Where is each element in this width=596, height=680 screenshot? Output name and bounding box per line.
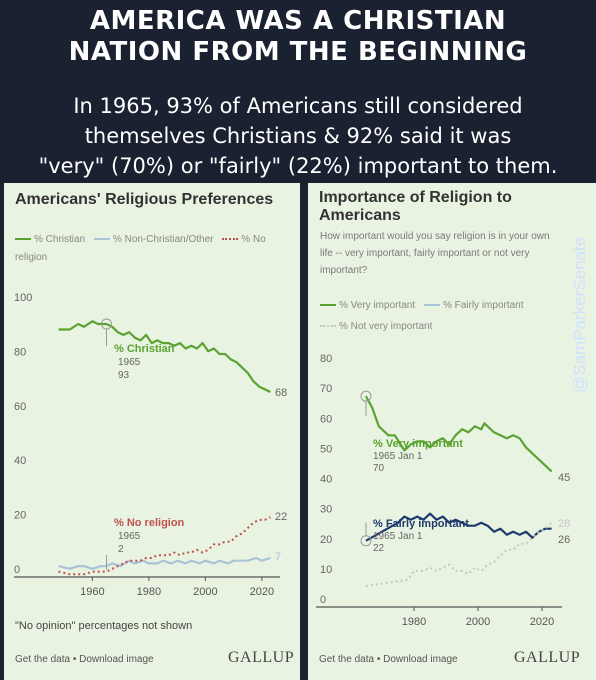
y-tick-label: 40 bbox=[14, 455, 26, 467]
legend-label: % Non-Christian/Other bbox=[112, 234, 214, 245]
y-tick-label: 0 bbox=[14, 564, 20, 576]
annotation-christian-value: 93 bbox=[118, 370, 130, 381]
y-tick-label: 60 bbox=[14, 401, 26, 413]
x-tick-label: 2020 bbox=[530, 616, 554, 628]
end-label-fairly: 26 bbox=[558, 534, 570, 546]
chart-legend: % Christian % Non-Christian/Other % No r… bbox=[15, 231, 299, 267]
x-tick-label: 1980 bbox=[137, 586, 161, 598]
x-tick-label: 1980 bbox=[402, 616, 426, 628]
series-line bbox=[365, 395, 553, 473]
y-tick-label: 80 bbox=[14, 346, 26, 358]
end-label-christian: 68 bbox=[275, 387, 287, 399]
survey-question-line-3: important? bbox=[320, 265, 368, 276]
subheadline-line-3: "very" (70%) or "fairly" (22%) important… bbox=[38, 154, 558, 178]
y-tick-label: 10 bbox=[320, 564, 332, 576]
watermark: @SamParkerSenate bbox=[570, 237, 589, 393]
legend-label: % No religion bbox=[15, 234, 266, 263]
importance-of-religion-panel: Importance of Religion to Americans How … bbox=[308, 183, 596, 680]
watermark-text: @SamParkerSenate bbox=[570, 237, 589, 393]
highlight-marker bbox=[360, 390, 372, 402]
series-line bbox=[365, 521, 553, 587]
annotation-very-label: % Very important bbox=[373, 438, 463, 450]
annotation-fairly-year: 1965 Jan 1 bbox=[373, 531, 423, 542]
x-tick-label: 2000 bbox=[466, 616, 490, 628]
legend-label: % Christian bbox=[34, 234, 86, 245]
gallup-logo: GALLUP bbox=[228, 649, 295, 666]
annotation-fairly-value: 22 bbox=[373, 543, 385, 554]
legend-item-christian: % Christian bbox=[15, 234, 85, 245]
gallup-logo: GALLUP bbox=[514, 649, 581, 666]
get-data-link[interactable]: Get the data • Download image bbox=[15, 654, 154, 665]
series-line bbox=[58, 320, 271, 393]
subheadline-line-1: In 1965, 93% of Americans still consider… bbox=[73, 94, 523, 118]
annotation-christian-year: 1965 bbox=[118, 357, 141, 368]
y-tick-label: 40 bbox=[320, 474, 332, 486]
chart-note: "No opinion" percentages not shown bbox=[15, 620, 193, 632]
x-tick-label: 1960 bbox=[80, 586, 104, 598]
series-line bbox=[58, 556, 271, 570]
y-tick-label: 100 bbox=[14, 292, 32, 304]
end-label-not-very: 28 bbox=[558, 518, 570, 530]
headline-line-2: NATION FROM THE BEGINNING bbox=[68, 37, 528, 67]
survey-question: How important would you say religion is … bbox=[320, 228, 582, 279]
panel-title-line-1: Importance of Religion to bbox=[319, 189, 512, 206]
annotation-no-religion-year: 1965 bbox=[118, 531, 141, 542]
legend-label: % Very important bbox=[339, 300, 416, 311]
y-tick-label: 80 bbox=[320, 353, 332, 365]
x-tick-label: 2000 bbox=[193, 586, 217, 598]
panel-title: Americans' Religious Preferences bbox=[15, 191, 274, 208]
legend-item-non-christian: % Non-Christian/Other bbox=[93, 234, 214, 245]
headline: AMERICA WAS A CHRISTIAN NATION FROM THE … bbox=[0, 6, 596, 68]
get-data-link[interactable]: Get the data • Download image bbox=[319, 654, 458, 665]
legend-item-not-very-important: % Not very important bbox=[320, 321, 432, 332]
legend-item-fairly-important: % Fairly important bbox=[423, 300, 524, 311]
panel-title: Importance of Religion to Americans bbox=[319, 189, 512, 225]
x-tick-label: 2020 bbox=[250, 586, 274, 598]
annotation-fairly-label: % Fairly important bbox=[373, 518, 469, 530]
annotation-very-value: 70 bbox=[373, 463, 385, 474]
legend-label: % Not very important bbox=[339, 321, 433, 332]
survey-question-line-2: life -- very important, fairly important… bbox=[320, 248, 530, 259]
annotation-very-year: 1965 Jan 1 bbox=[373, 451, 423, 462]
y-tick-label: 20 bbox=[320, 534, 332, 546]
importance-of-religion-chart: 0 10 20 30 40 50 60 70 80 1980 2000 2020 % Very impo… bbox=[316, 353, 570, 628]
annotation-no-religion-label: % No religion bbox=[114, 517, 185, 529]
y-tick-label: 0 bbox=[320, 594, 326, 606]
annotation-no-religion-value: 2 bbox=[118, 544, 124, 555]
chart-legend: % Very important % Fairly important % No… bbox=[320, 295, 570, 337]
y-tick-label: 60 bbox=[320, 413, 332, 425]
subheadline: In 1965, 93% of Americans still consider… bbox=[0, 91, 596, 181]
subheadline-line-2: themselves Christians & 92% said it was bbox=[84, 124, 512, 148]
religious-preferences-chart: 0 20 40 60 80 100 1960 1980 2000 2020 % Christian 1… bbox=[14, 292, 287, 598]
survey-question-line-1: How important would you say religion is … bbox=[320, 231, 550, 242]
legend-item-very-important: % Very important bbox=[320, 300, 415, 311]
end-label-very: 45 bbox=[558, 472, 570, 484]
y-tick-label: 70 bbox=[320, 383, 332, 395]
y-tick-label: 50 bbox=[320, 443, 332, 455]
annotation-christian-label: % Christian bbox=[114, 343, 175, 355]
highlight-marker bbox=[360, 535, 372, 547]
end-label-non-christian: 7 bbox=[275, 551, 281, 563]
headline-line-1: AMERICA WAS A CHRISTIAN bbox=[89, 6, 507, 36]
end-label-no-religion: 22 bbox=[275, 511, 287, 523]
y-tick-label: 30 bbox=[320, 504, 332, 516]
y-tick-label: 20 bbox=[14, 510, 26, 522]
series-line bbox=[365, 512, 552, 542]
legend-item-no-religion: % No religion bbox=[15, 234, 266, 263]
religious-preferences-panel: Americans' Religious Preferences % Chris… bbox=[4, 183, 300, 680]
legend-label: % Fairly important bbox=[442, 300, 524, 311]
panel-title-line-2: Americans bbox=[319, 207, 401, 224]
